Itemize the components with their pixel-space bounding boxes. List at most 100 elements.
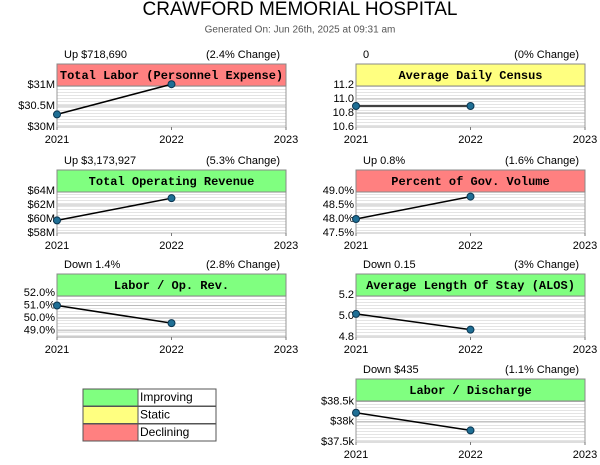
data-line [56, 197, 172, 222]
change-text: Up 0.8% [363, 155, 405, 167]
change-percent: (3% Change) [514, 259, 579, 271]
data-point [167, 80, 176, 89]
y-tick-label: $62M [27, 199, 55, 211]
x-tick-label: 2022 [159, 240, 183, 252]
legend-label: Improving [140, 390, 193, 404]
data-point [53, 216, 61, 225]
data-point [167, 194, 176, 203]
y-tick-label: 52.0% [24, 287, 55, 299]
change-percent: (1.1% Change) [505, 364, 579, 376]
y-tick-label: 51.0% [24, 299, 55, 311]
y-tick-label: 11.2 [333, 79, 354, 91]
x-tick-label: 2022 [458, 344, 482, 356]
change-text: Down 0.15 [363, 259, 416, 271]
data-point [53, 110, 61, 119]
chart-title: Total Labor (Personnel Expense) [60, 69, 283, 83]
page-title: CRAWFORD MEMORIAL HOSPITAL [143, 0, 458, 20]
change-percent: (5.3% Change) [206, 155, 280, 167]
x-tick-label: 2021 [344, 344, 368, 356]
x-tick-label: 2023 [573, 134, 597, 146]
header-band [56, 169, 287, 193]
y-tick-label: $30M [27, 121, 55, 133]
data-line [56, 304, 172, 324]
chart-title: Average Daily Census [398, 69, 542, 83]
chart-title: Total Operating Revenue [89, 175, 255, 189]
data-line [355, 411, 471, 432]
x-tick-label: 2023 [274, 240, 298, 252]
y-tick-label: 47.5% [323, 227, 354, 239]
x-tick-label: 2021 [344, 134, 368, 146]
data-point [466, 426, 475, 435]
y-tick-label: 10.6 [333, 121, 354, 133]
change-percent: (2.4% Change) [206, 49, 280, 61]
legend-label: Static [140, 408, 170, 422]
y-tick-label: $38k [330, 416, 354, 428]
chart-title: Labor / Discharge [409, 384, 531, 398]
data-point [53, 301, 61, 310]
change-percent: (2.8% Change) [206, 259, 280, 271]
y-tick-label: $31M [27, 79, 55, 91]
y-tick-label: $60M [27, 213, 55, 225]
data-point [352, 408, 360, 417]
header-band [56, 273, 287, 297]
header-band [355, 273, 586, 297]
y-tick-label: 4.8 [339, 331, 354, 343]
page-subtitle: Generated On: Jun 26th, 2025 at 09:31 am [205, 25, 396, 36]
chart-title: Labor / Op. Rev. [114, 279, 229, 293]
x-tick-label: 2021 [344, 240, 368, 252]
x-tick-label: 2023 [274, 344, 298, 356]
y-tick-label: 48.5% [323, 199, 354, 211]
x-tick-label: 2022 [458, 449, 482, 461]
y-tick-label: 48.0% [323, 213, 354, 225]
x-tick-label: 2022 [159, 344, 183, 356]
header-band [355, 169, 586, 193]
y-tick-label: $58M [27, 227, 55, 239]
change-text: Down 1.4% [64, 259, 120, 271]
x-tick-label: 2021 [344, 449, 368, 461]
legend-swatch [82, 388, 139, 407]
x-tick-label: 2023 [573, 240, 597, 252]
y-tick-label: 50.0% [24, 312, 55, 324]
change-text: Down $435 [363, 364, 419, 376]
y-tick-label: 5.2 [339, 289, 354, 301]
legend-cell [137, 423, 217, 442]
data-point [167, 319, 176, 328]
legend-swatch [82, 406, 139, 424]
x-tick-label: 2021 [45, 344, 69, 356]
data-line [355, 195, 471, 220]
x-tick-label: 2023 [573, 344, 597, 356]
change-text: 0 [363, 49, 369, 61]
y-tick-label: 10.8 [333, 107, 354, 119]
x-tick-label: 2023 [274, 134, 298, 146]
chart-title: Average Length Of Stay (ALOS) [366, 279, 575, 293]
y-tick-label: $37.5k [321, 436, 355, 448]
header-band [355, 378, 586, 402]
change-text: Up $3,173,927 [64, 155, 136, 167]
data-line [355, 313, 471, 331]
data-point [352, 215, 360, 223]
legend-swatch [82, 423, 139, 442]
data-line [56, 83, 172, 116]
y-tick-label: 11.0 [333, 93, 354, 105]
legend-label: Declining [140, 425, 189, 439]
y-tick-label: 49.0% [323, 185, 354, 197]
y-tick-label: 49.0% [24, 325, 55, 337]
chart-title: Percent of Gov. Volume [391, 175, 549, 189]
y-tick-label: $64M [27, 185, 55, 197]
y-tick-label: $30.5M [18, 100, 55, 112]
x-tick-label: 2022 [458, 134, 482, 146]
data-point [466, 102, 475, 110]
data-point [352, 309, 360, 318]
x-tick-label: 2022 [159, 134, 183, 146]
data-point [466, 325, 475, 334]
change-percent: (0% Change) [514, 49, 579, 61]
x-tick-label: 2021 [45, 134, 69, 146]
data-point [352, 102, 360, 110]
change-percent: (1.6% Change) [505, 155, 579, 167]
x-tick-label: 2021 [45, 240, 69, 252]
y-tick-label: 5.0 [339, 310, 354, 322]
data-point [466, 192, 475, 201]
x-tick-label: 2022 [458, 240, 482, 252]
x-tick-label: 2023 [573, 449, 597, 461]
